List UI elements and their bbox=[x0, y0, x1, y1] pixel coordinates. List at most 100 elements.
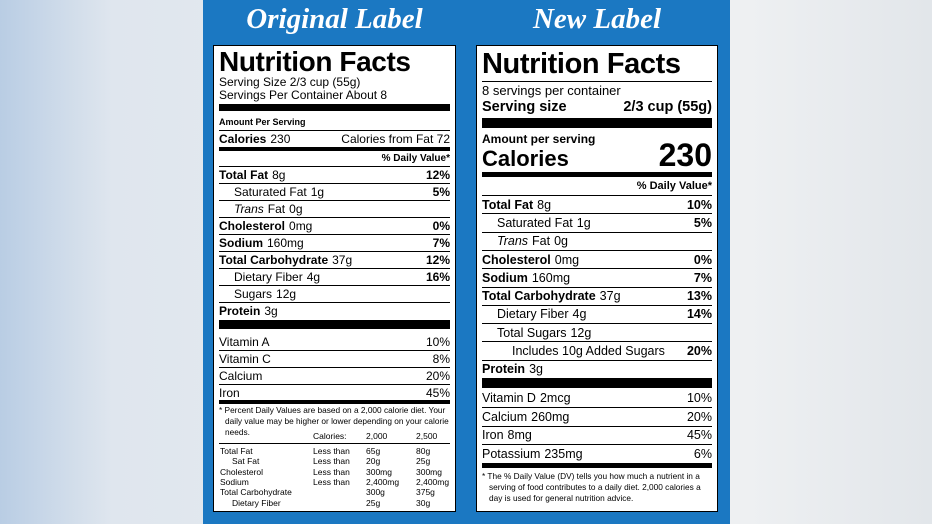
nutrient-row: Dietary Fiber 4g 16% bbox=[219, 268, 450, 285]
footnote: * The % Daily Value (DV) tells you how m… bbox=[482, 471, 701, 503]
daily-value: 7% bbox=[432, 236, 450, 250]
vitamin-row: Iron 8mg 45% bbox=[482, 425, 712, 444]
vitamin-row: Vitamin D 2mcg 10% bbox=[482, 389, 712, 407]
nutrient-name: Cholesterol bbox=[219, 219, 286, 233]
nutrient-amount: 37g bbox=[599, 289, 621, 304]
label-box bbox=[213, 45, 456, 512]
nutrient-name: Sodium bbox=[482, 270, 528, 285]
rule bbox=[219, 400, 450, 404]
daily-value: 10% bbox=[686, 197, 712, 212]
nutrient-name: Cholesterol bbox=[482, 252, 551, 267]
vitamin-row: Calcium 260mg 20% bbox=[482, 407, 712, 425]
daily-value: 8% bbox=[432, 352, 450, 366]
daily-value: 20% bbox=[425, 369, 450, 383]
nutrient-amount: 3g bbox=[264, 304, 278, 318]
nutrient-row: Protein 3g bbox=[482, 359, 712, 378]
table-cell: Sat Fat bbox=[232, 456, 260, 467]
nutrient-name: Trans bbox=[234, 202, 264, 216]
nutrient-name: Trans bbox=[497, 234, 529, 249]
table-cell: Less than bbox=[313, 476, 350, 487]
table-cell: 300g bbox=[366, 487, 385, 498]
heading: New Label bbox=[532, 3, 662, 35]
daily-value: 45% bbox=[686, 428, 712, 443]
table-cell: Less than bbox=[313, 456, 350, 467]
rule bbox=[482, 172, 712, 177]
vitamin-amount: 235mg bbox=[544, 446, 583, 461]
daily-value: 10% bbox=[425, 334, 450, 349]
calories-value: 230 bbox=[270, 132, 291, 146]
nutrient-amount: 4g bbox=[306, 270, 321, 284]
nutrient-name: Total Carbohydrate bbox=[482, 289, 596, 304]
nutrient-amount: 0g bbox=[554, 234, 568, 249]
nutrient-amount: 12g bbox=[276, 287, 297, 301]
nutrient-name: Total Fat bbox=[219, 168, 269, 182]
rule bbox=[219, 147, 450, 151]
serving-size-value: 2/3 cup (55g) bbox=[623, 98, 712, 115]
nutrient-name: Saturated Fat bbox=[497, 215, 573, 230]
daily-value: 12% bbox=[425, 168, 450, 182]
vitamin-row: Iron 45% bbox=[219, 384, 450, 401]
table-cell: 80g bbox=[416, 446, 431, 456]
nutrient-name: Sugars bbox=[234, 287, 273, 301]
nutrient-row: Trans Fat 0g bbox=[219, 200, 450, 217]
nutrient-row: Cholesterol 0mg 0% bbox=[219, 217, 450, 234]
nutrient-amount: 3g bbox=[529, 362, 543, 377]
table-cell: 300mg bbox=[366, 466, 392, 477]
nutrient-row: Total Sugars 12g bbox=[482, 323, 712, 341]
rule bbox=[482, 378, 712, 388]
nutrient-amount: 8g bbox=[272, 168, 286, 182]
rule bbox=[219, 443, 450, 444]
amount-per-serving: Amount Per Serving bbox=[219, 117, 306, 127]
table-cell: 20g bbox=[366, 456, 381, 467]
nutrient-amount: 160mg bbox=[267, 236, 304, 250]
nutrient-name: Total Sugars bbox=[497, 325, 567, 340]
daily-value: 6% bbox=[693, 446, 712, 461]
table-cell: Sodium bbox=[220, 476, 249, 487]
table-header: Calories: bbox=[313, 431, 347, 441]
vitamin-row: Vitamin A 10% bbox=[219, 333, 450, 350]
table-cell: 2,400mg bbox=[416, 476, 450, 487]
nutrient-row: Saturated Fat 1g 5% bbox=[482, 213, 712, 231]
table-cell: Less than bbox=[313, 446, 350, 456]
vitamin-name: Calcium bbox=[219, 369, 263, 383]
calories-value: 230 bbox=[658, 137, 712, 173]
vitamin-name: Potassium bbox=[482, 446, 541, 461]
vitamin-row: Calcium 20% bbox=[219, 367, 450, 384]
table-cell: 2,400mg bbox=[366, 476, 400, 487]
nutrient-amount: 0mg bbox=[554, 252, 580, 267]
calories-row: Calories 230 bbox=[482, 137, 712, 172]
daily-value: 5% bbox=[693, 215, 712, 230]
nutrient-row: Total Fat 8g 12% bbox=[219, 166, 450, 183]
table-cell: Total Carbohydrate bbox=[220, 487, 292, 498]
nutrient-amount: 12g bbox=[570, 325, 592, 340]
nutrient-row: Saturated Fat 1g 5% bbox=[219, 183, 450, 200]
vitamin-name: Vitamin A bbox=[219, 334, 270, 349]
nutrient-name: Sodium bbox=[219, 236, 263, 250]
nutrient-amount: 37g bbox=[332, 253, 353, 267]
daily-value: 20% bbox=[686, 410, 712, 425]
table-cell: Total Fat bbox=[220, 446, 253, 456]
table-cell: Cholesterol bbox=[220, 466, 263, 477]
daily-value: 13% bbox=[686, 289, 712, 304]
vitamin-row: Vitamin C 8% bbox=[219, 350, 450, 367]
nutrient-amount: 0g bbox=[289, 202, 303, 216]
vitamin-name: Vitamin C bbox=[219, 352, 271, 366]
rule bbox=[219, 104, 450, 111]
table-cell: 375g bbox=[416, 487, 435, 498]
nutrient-row: Dietary Fiber 4g 14% bbox=[482, 304, 712, 323]
table-header: 2,500 bbox=[416, 431, 438, 441]
nutrient-row: Total Carbohydrate 37g 13% bbox=[482, 286, 712, 305]
daily-value: 7% bbox=[693, 270, 712, 285]
nutrient-row: Includes 10g Added Sugars 20% bbox=[482, 341, 712, 359]
rule bbox=[219, 320, 450, 329]
nutrient-row: Sugars 12g bbox=[219, 285, 450, 302]
nutrient-row: Sodium 160mg 7% bbox=[482, 268, 712, 286]
vitamin-amount: 2mcg bbox=[539, 391, 571, 406]
nutrient-row: Total Fat 8g 10% bbox=[482, 195, 712, 213]
daily-value: 45% bbox=[425, 386, 450, 400]
nutrient-amount: 4g bbox=[572, 307, 587, 322]
nutrient-amount: 1g bbox=[310, 185, 325, 199]
nutrient-row: Total Carbohydrate 37g 12% bbox=[219, 251, 450, 268]
servings-per-container: 8 servings per container bbox=[482, 83, 621, 98]
